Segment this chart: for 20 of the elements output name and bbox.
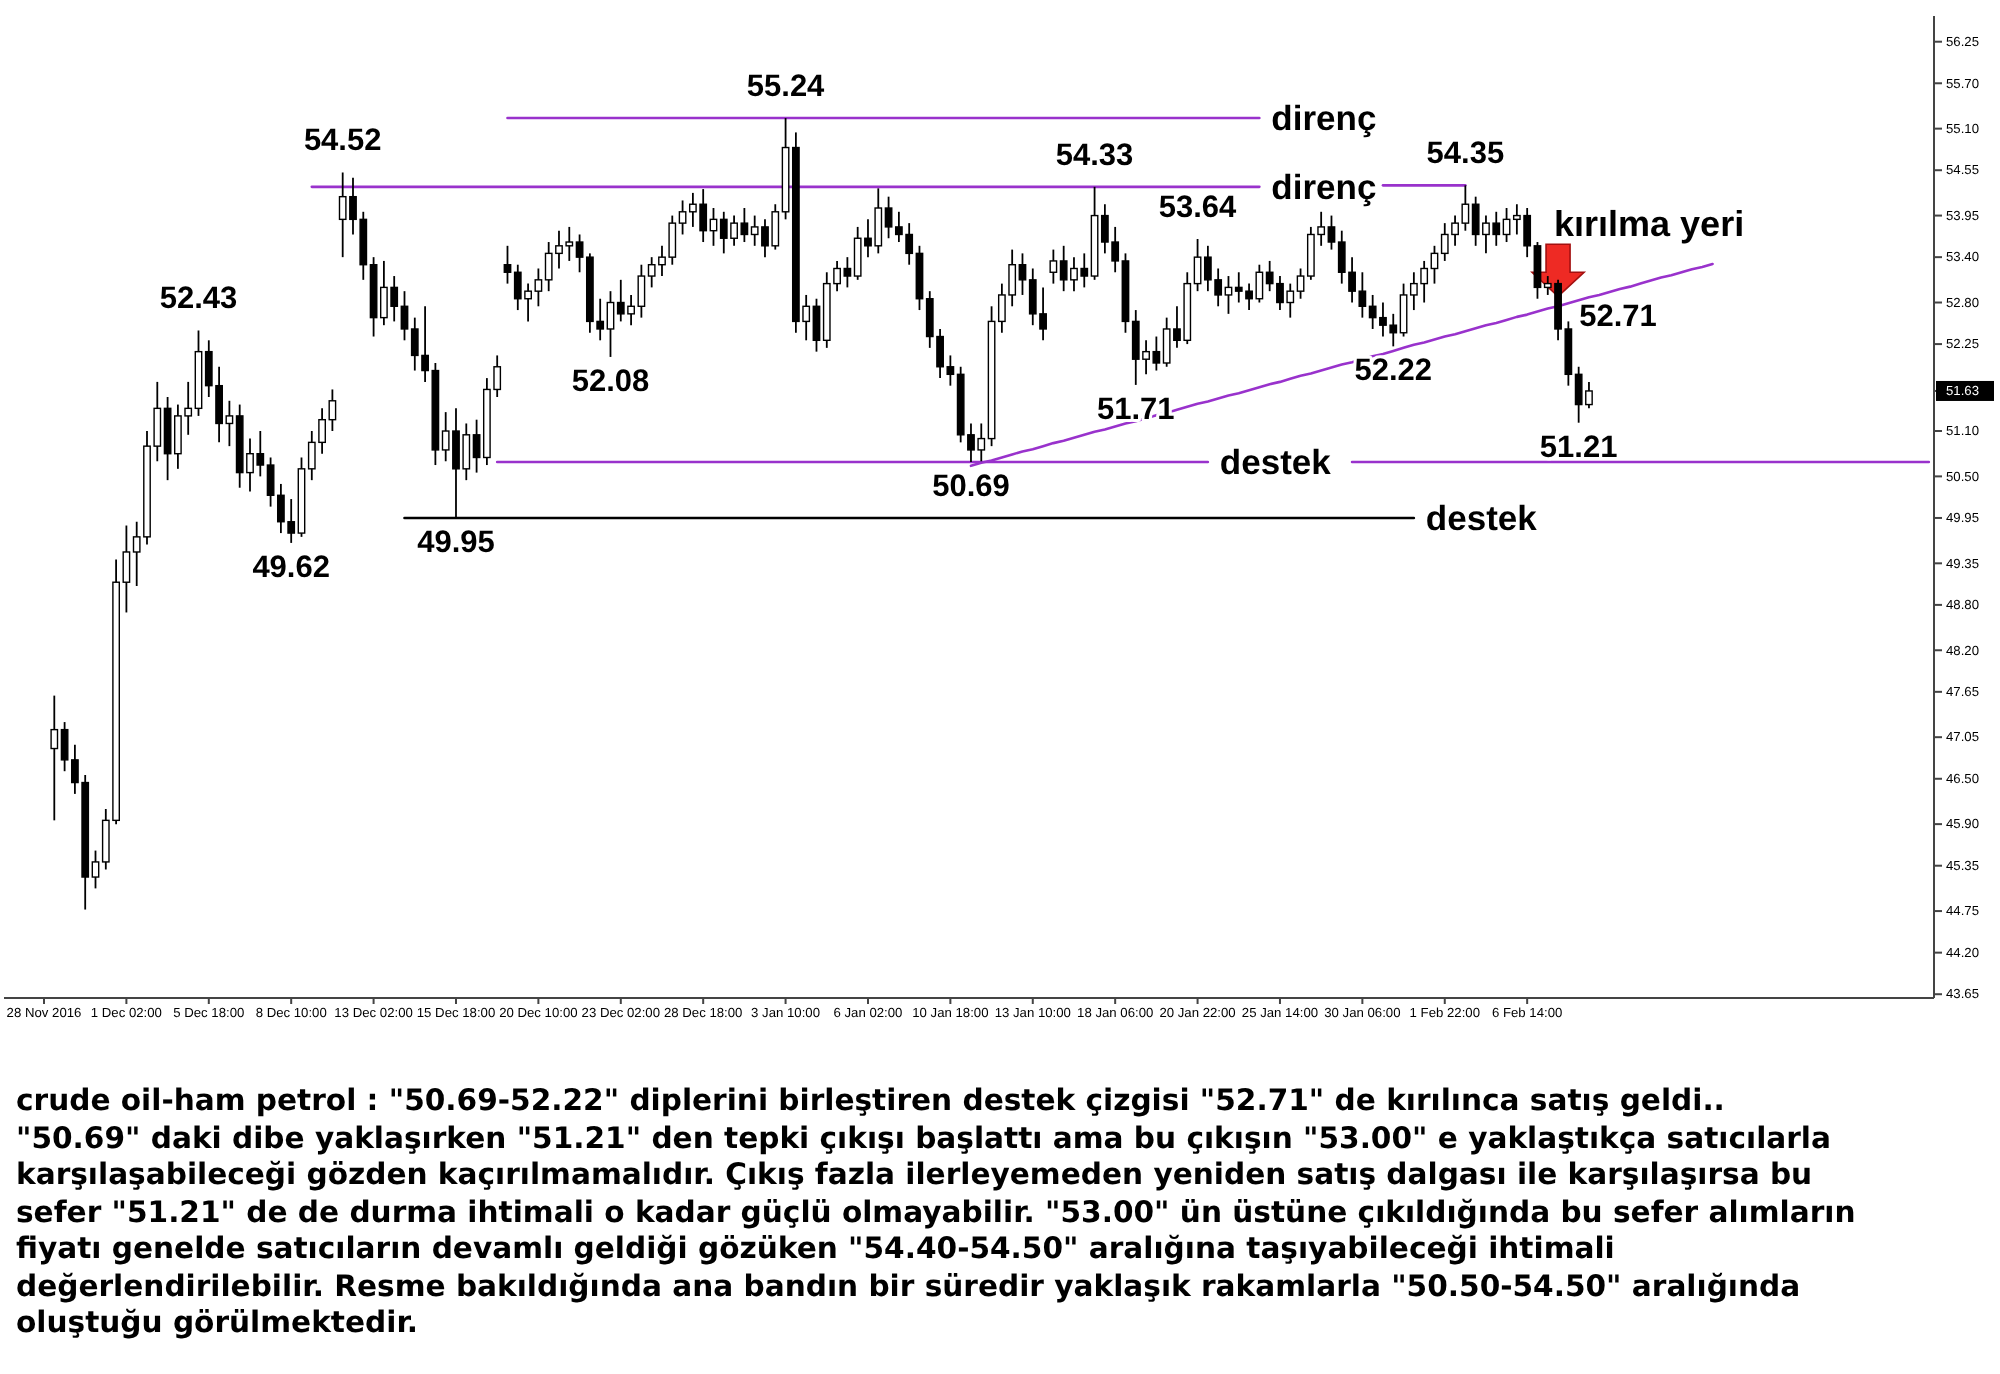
series-label: direnç [1271,98,1377,139]
annotation: kırılma yeri [1554,204,1745,245]
annotation: 54.33 [1055,138,1135,173]
annotation: 54.35 [1426,137,1505,172]
series-label: direnç [1271,166,1377,207]
series-label: destek [1219,442,1332,483]
text: crude oil-ham petrol : "50.69-52.22" diplerini birleştiren destek çizgisi "52.71" de kırılınca satış geldi.. "50.69" daki dibe yaklaşırken "51.21" den tepki çıkışı başlattı ama bu çıkışın "53.00" e yaklaştıkça satıcılarla karşılaşabileceği gözden kaçırılmamalıdır. Çıkış fazla ilerleyemeden yeniden satış dalgası ile karşılaşırsa bu sefer "51.21" de de durma ihtimali o kadar güçlü olmayabilir. "53.00" ün üstüne çıkıldığında bu sefer alımların fiyatı genelde satıcıların devamlı geldiği gözüken "54.40-54.50" aralığına taşıyabileceği ihtimali değerlendirilebilir. Resme bakıldığında ana bandın bir süredir yaklaşık rakamlarla "50.50-54.50" aralığında oluştuğu görülmektedir. [16,1084,1856,1343]
annotation: 51.21 [1539,430,1619,465]
annotation: 53.64 [1158,191,1238,226]
annotation: 50.69 [932,470,1011,505]
annotation: 51.71 [1096,392,1176,427]
annotation: 49.62 [252,550,330,585]
annotation: 55.24 [746,70,826,105]
annotation: 52.43 [159,282,239,317]
annotation: 54.52 [303,124,382,159]
annotation: 52.08 [571,364,651,399]
annotation: 52.71 [1579,300,1658,335]
annotation: 52.22 [1354,354,1433,389]
series-label: destek [1425,497,1538,538]
annotation: 49.95 [417,525,496,560]
